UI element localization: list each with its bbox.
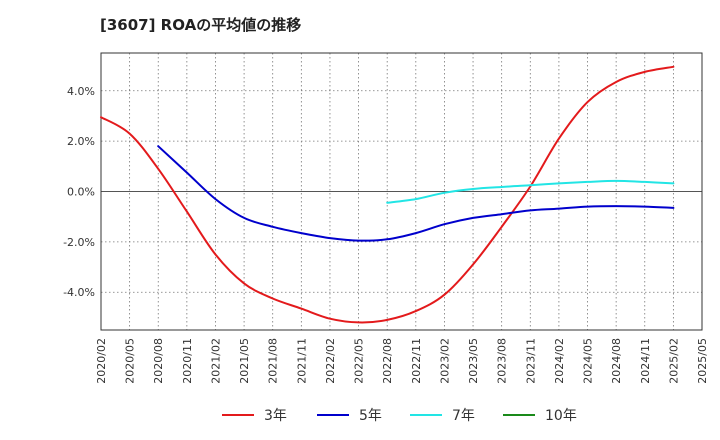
- legend-label: 3年: [264, 408, 287, 424]
- x-tick-label: 2023/08: [496, 338, 509, 384]
- x-tick-label: 2022/08: [381, 338, 394, 384]
- series-line-2: [157, 145, 675, 242]
- x-tick-label: 2024/02: [553, 338, 566, 384]
- x-tick-label: 2023/02: [438, 338, 451, 384]
- x-tick-label: 2024/11: [639, 338, 652, 384]
- chart-title: [3607] ROAの平均値の推移: [100, 16, 302, 34]
- y-tick-label: 4.0%: [67, 85, 95, 98]
- x-tick-label: 2021/08: [267, 338, 280, 384]
- legend-label: 10年: [545, 408, 577, 424]
- legend-label: 7年: [452, 408, 475, 424]
- x-tick-label: 2022/11: [410, 338, 423, 384]
- x-tick-label: 2020/05: [124, 338, 137, 384]
- legend-label: 5年: [359, 408, 382, 424]
- x-tick-label: 2022/05: [353, 338, 366, 384]
- x-tick-label: 2021/02: [209, 338, 222, 384]
- series-line-3: [386, 179, 675, 204]
- x-tick-label: 2025/02: [667, 338, 680, 384]
- x-tick-label: 2022/02: [324, 338, 337, 384]
- x-tick-label: 2023/11: [524, 338, 537, 384]
- x-tick-label: 2020/02: [95, 338, 108, 384]
- y-tick-label: 2.0%: [67, 135, 95, 148]
- x-tick-label: 2024/08: [610, 338, 623, 384]
- y-tick-label: -4.0%: [63, 286, 95, 299]
- x-tick-label: 2020/11: [181, 338, 194, 384]
- x-tick-label: 2021/11: [295, 338, 308, 384]
- y-tick-label: -2.0%: [63, 236, 95, 249]
- x-tick-label: 2024/05: [582, 338, 595, 384]
- plot-border: [100, 52, 703, 331]
- x-tick-label: 2023/05: [467, 338, 480, 384]
- series-line-1: [100, 65, 675, 324]
- y-tick-label: 0.0%: [67, 186, 95, 199]
- x-tick-label: 2025/05: [696, 338, 709, 384]
- x-tick-label: 2021/05: [238, 338, 251, 384]
- x-tick-label: 2020/08: [152, 338, 165, 384]
